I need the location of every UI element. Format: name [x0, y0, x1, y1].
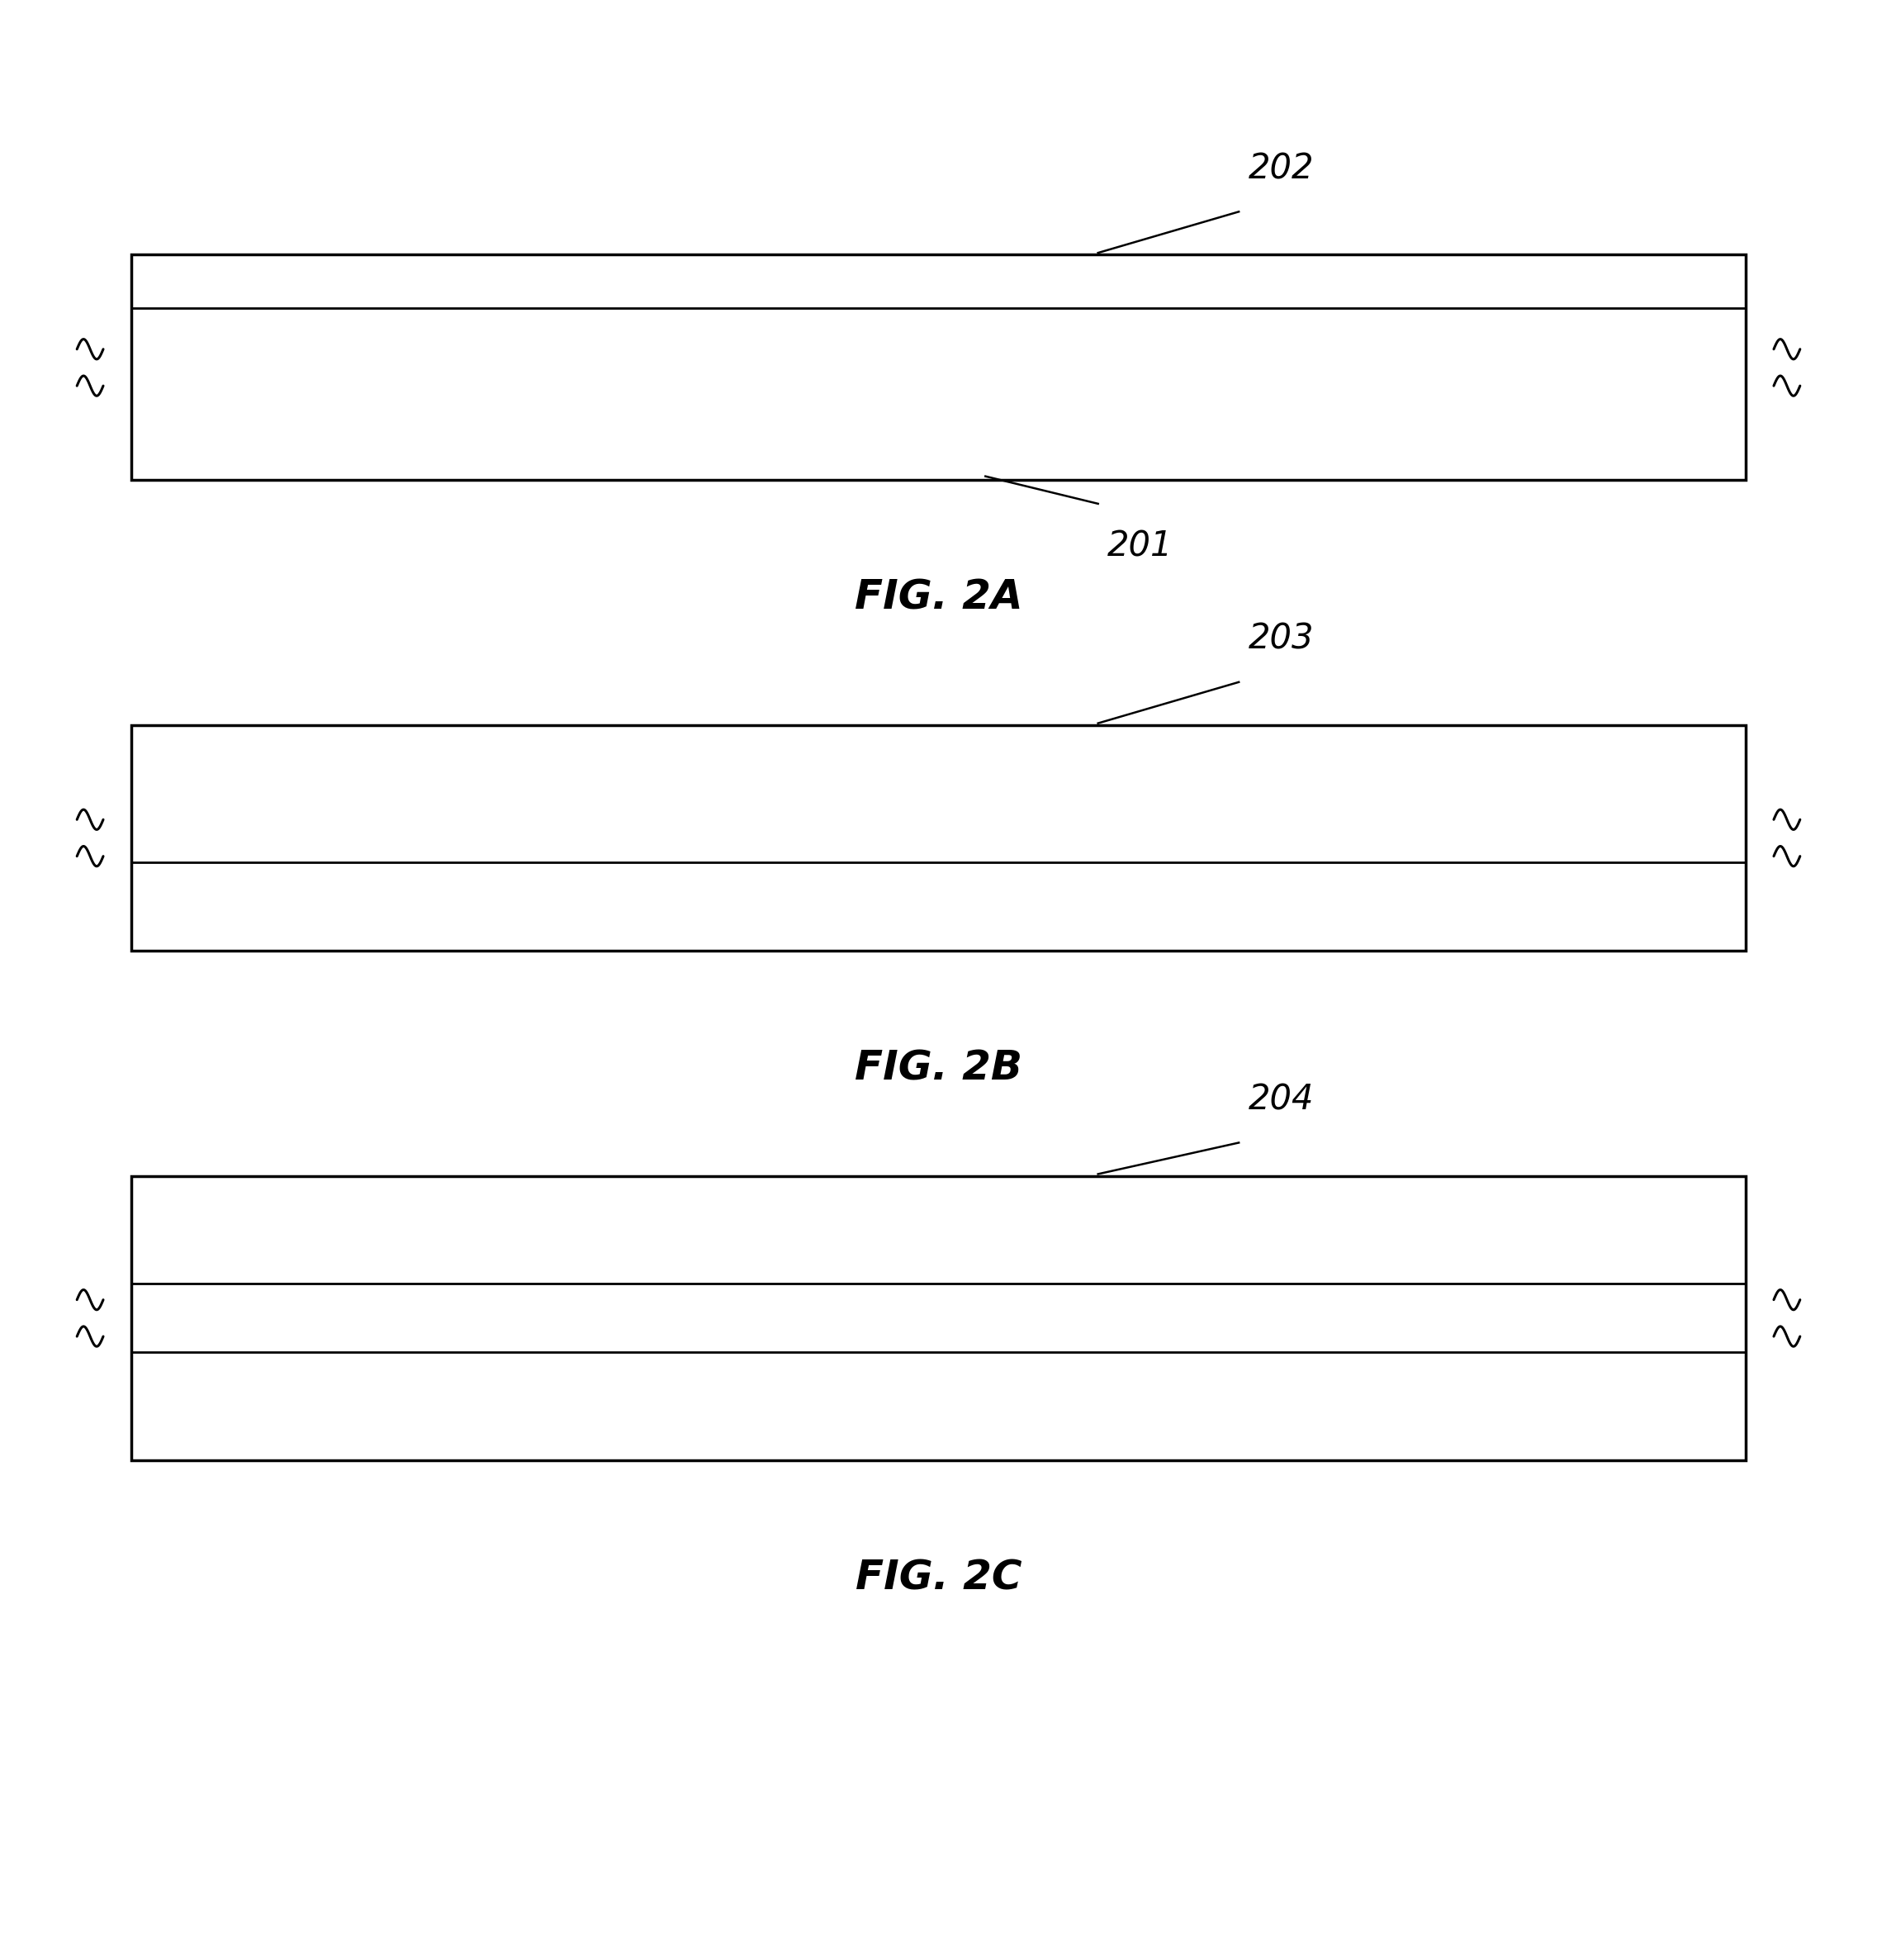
Bar: [131, 1176, 1746, 1460]
Text: FIG. 2A: FIG. 2A: [854, 578, 1023, 617]
Bar: [131, 255, 1746, 480]
Text: 203: 203: [1248, 621, 1314, 657]
Text: FIG. 2C: FIG. 2C: [856, 1558, 1021, 1597]
Text: 202: 202: [1248, 151, 1314, 186]
Text: 201: 201: [1107, 529, 1173, 564]
Text: FIG. 2B: FIG. 2B: [854, 1049, 1023, 1088]
Bar: [131, 725, 1746, 951]
Text: 204: 204: [1248, 1082, 1314, 1117]
